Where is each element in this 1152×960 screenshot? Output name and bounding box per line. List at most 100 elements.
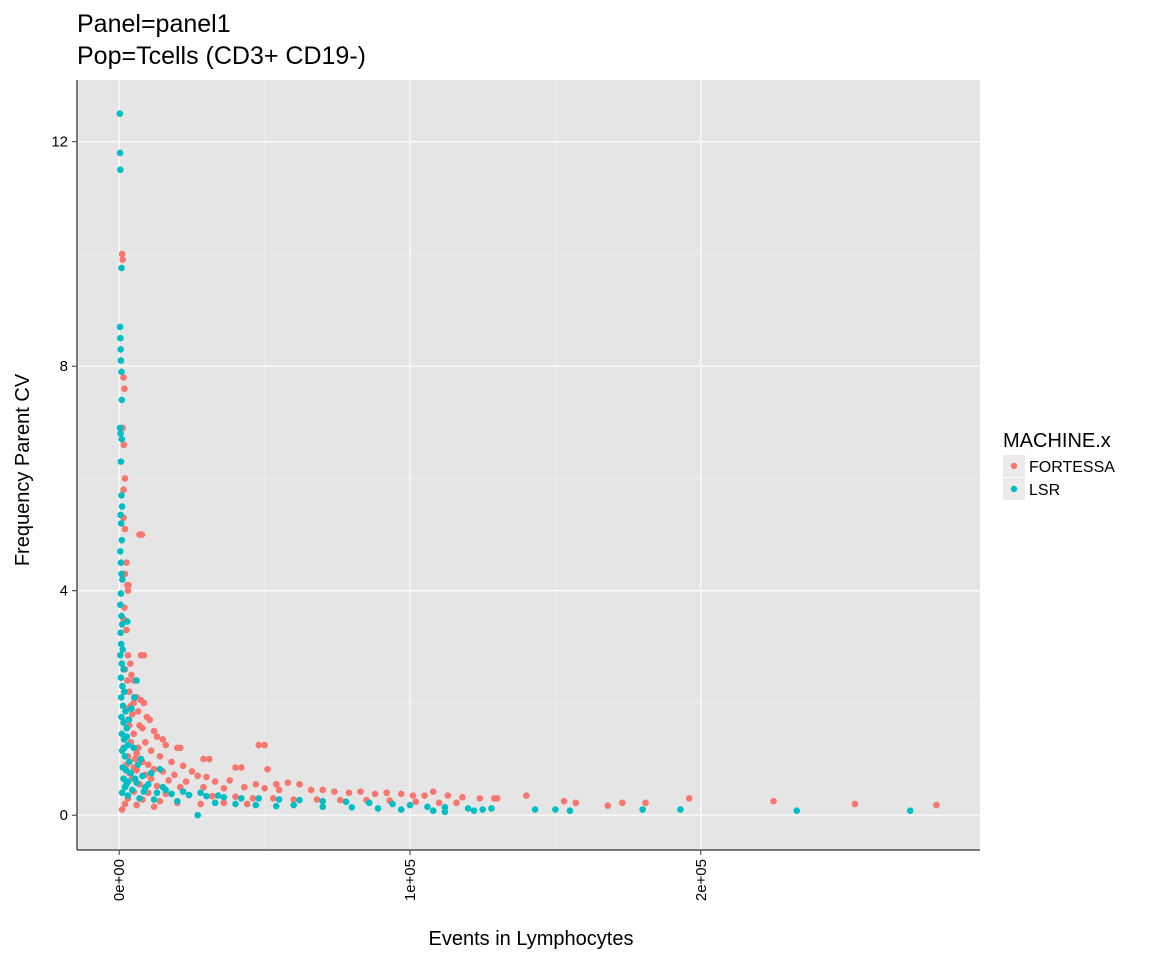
point-fortessa <box>232 793 239 800</box>
point-fortessa <box>124 587 132 595</box>
point-lsr <box>179 788 187 795</box>
point-lsr <box>124 792 132 799</box>
point-lsr <box>117 357 125 364</box>
point-fortessa <box>165 777 172 784</box>
point-lsr <box>118 621 126 628</box>
point-lsr <box>793 807 801 815</box>
point-fortessa <box>133 801 140 809</box>
point-lsr <box>211 799 219 807</box>
point-lsr <box>118 503 126 510</box>
point-fortessa <box>383 789 391 797</box>
point-lsr <box>128 705 135 712</box>
point-fortessa <box>642 799 649 807</box>
point-fortessa <box>252 781 260 788</box>
point-lsr <box>424 803 431 811</box>
point-lsr <box>118 713 125 721</box>
point-fortessa <box>121 800 129 808</box>
point-lsr <box>470 807 478 815</box>
legend-label-lsr: LSR <box>1029 482 1060 499</box>
point-fortessa <box>770 797 777 805</box>
point-fortessa <box>345 789 353 797</box>
point-lsr <box>116 424 124 432</box>
point-lsr <box>531 806 539 813</box>
point-lsr <box>134 761 142 768</box>
point-fortessa <box>240 783 248 791</box>
point-lsr <box>118 570 125 578</box>
point-lsr <box>130 744 138 752</box>
point-lsr <box>118 396 126 404</box>
point-lsr <box>117 640 125 648</box>
chart-title-line-2: Pop=Tcells (CD3+ CD19-) <box>77 42 366 70</box>
point-lsr <box>406 801 414 809</box>
point-fortessa <box>618 799 626 807</box>
point-fortessa <box>142 738 149 746</box>
point-fortessa <box>249 795 257 802</box>
point-fortessa <box>272 781 280 788</box>
point-fortessa <box>397 790 405 798</box>
legend-marker-lsr <box>1010 485 1018 493</box>
point-fortessa <box>284 779 292 786</box>
point-fortessa <box>176 744 184 752</box>
point-fortessa <box>150 803 158 811</box>
point-lsr <box>120 665 127 673</box>
point-fortessa <box>357 788 364 795</box>
y-tick-label: 0 <box>60 807 68 824</box>
y-tick-label: 4 <box>60 583 68 600</box>
point-lsr <box>118 789 126 797</box>
point-fortessa <box>118 806 126 813</box>
x-tick-label: 0e+00 <box>111 859 128 901</box>
point-lsr <box>342 798 350 806</box>
point-lsr <box>147 769 155 777</box>
point-fortessa <box>162 741 170 749</box>
point-lsr <box>117 166 124 174</box>
point-fortessa <box>123 626 130 634</box>
point-fortessa <box>188 768 196 775</box>
point-lsr <box>117 346 124 353</box>
point-lsr <box>194 811 201 819</box>
point-fortessa <box>168 758 175 766</box>
point-fortessa <box>171 771 178 779</box>
point-fortessa <box>120 374 127 381</box>
point-lsr <box>127 769 135 777</box>
point-lsr <box>488 805 495 812</box>
point-fortessa <box>124 651 132 659</box>
point-fortessa <box>444 792 452 799</box>
point-lsr <box>117 511 124 519</box>
point-lsr <box>168 790 175 798</box>
data-points <box>116 110 940 819</box>
point-lsr <box>123 724 131 732</box>
point-fortessa <box>121 385 128 392</box>
point-fortessa <box>270 795 277 802</box>
point-fortessa <box>261 784 268 792</box>
point-lsr <box>296 796 303 804</box>
y-tick-label: 8 <box>60 358 68 375</box>
point-fortessa <box>182 778 190 785</box>
point-fortessa <box>296 781 303 788</box>
point-fortessa <box>179 762 187 770</box>
point-fortessa <box>232 764 239 771</box>
point-lsr <box>639 806 646 813</box>
point-lsr <box>139 772 146 780</box>
point-lsr <box>566 807 574 815</box>
point-lsr <box>319 803 327 811</box>
point-fortessa <box>208 792 216 800</box>
point-fortessa <box>121 475 129 482</box>
point-lsr <box>118 264 125 272</box>
point-lsr <box>397 806 405 813</box>
point-fortessa <box>159 736 167 743</box>
point-lsr <box>130 694 138 701</box>
y-axis-title: Frequency Parent CV <box>12 373 34 566</box>
point-lsr <box>123 733 131 740</box>
point-fortessa <box>264 765 271 773</box>
point-fortessa <box>238 764 245 771</box>
point-lsr <box>118 435 126 443</box>
point-fortessa <box>133 750 140 757</box>
point-fortessa <box>604 802 612 809</box>
point-fortessa <box>125 581 132 589</box>
point-fortessa <box>150 727 158 735</box>
point-lsr <box>125 716 133 724</box>
legend-title: MACHINE.x <box>1003 430 1111 452</box>
point-fortessa <box>128 710 136 718</box>
point-lsr <box>197 789 204 797</box>
